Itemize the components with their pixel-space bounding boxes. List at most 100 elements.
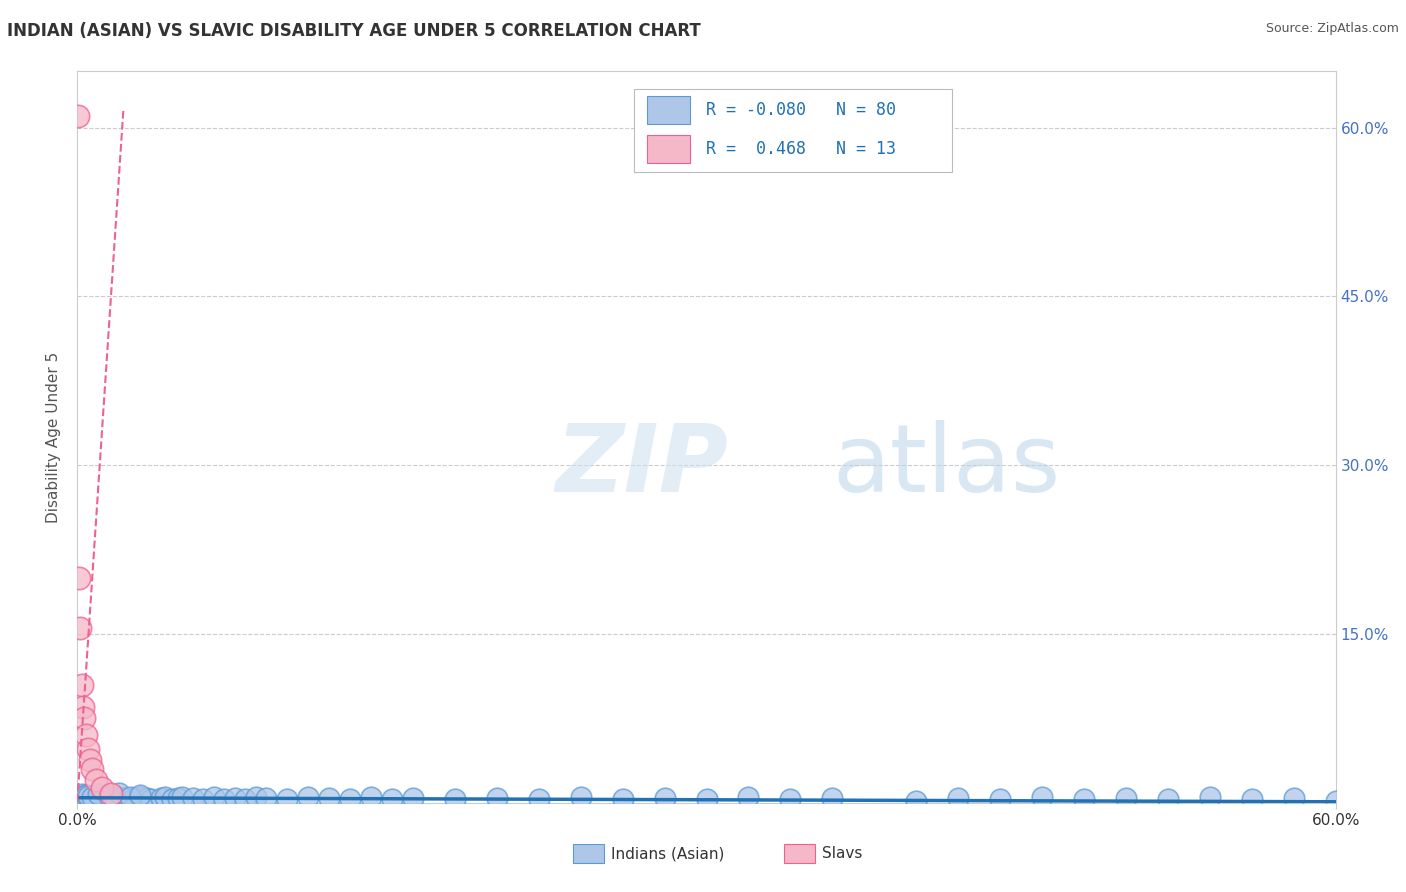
Point (79, 791, 101, 805)
Point (96, 791, 118, 805)
Text: R = -0.080   N = 80: R = -0.080 N = 80 (706, 101, 896, 119)
Point (100, 790, 122, 805)
Point (135, 791, 157, 805)
Point (696, 792, 718, 806)
Point (91, 781, 114, 796)
Text: ZIP: ZIP (555, 420, 728, 512)
Point (80, 790, 103, 805)
Point (1157, 792, 1180, 806)
Point (191, 792, 215, 806)
Point (297, 790, 319, 805)
Y-axis label: Disability Age Under 5: Disability Age Under 5 (46, 351, 62, 523)
Point (87, 790, 110, 805)
Point (76, 789, 98, 803)
Point (1240, 792, 1263, 806)
Point (112, 791, 135, 805)
Text: INDIAN (ASIAN) VS SLAVIC DISABILITY AGE UNDER 5 CORRELATION CHART: INDIAN (ASIAN) VS SLAVIC DISABILITY AGE … (7, 22, 700, 40)
Point (654, 791, 676, 805)
Point (91, 792, 114, 806)
Point (1199, 790, 1222, 805)
Text: Slavs: Slavs (821, 847, 862, 861)
Point (100, 787, 122, 801)
Point (233, 792, 256, 806)
Point (1031, 790, 1053, 805)
Point (129, 788, 152, 802)
Point (129, 790, 152, 805)
Point (108, 786, 131, 800)
Point (569, 790, 592, 805)
Point (737, 790, 759, 805)
Point (67, 571, 90, 585)
Point (67, 789, 90, 803)
Point (75, 788, 97, 802)
Text: R =  0.468   N = 13: R = 0.468 N = 13 (706, 140, 896, 158)
Point (212, 792, 235, 806)
Point (97, 792, 120, 806)
Point (72, 790, 94, 805)
Point (167, 791, 190, 805)
Point (1115, 791, 1137, 805)
Point (122, 791, 145, 805)
Point (89, 791, 111, 805)
Text: Indians (Asian): Indians (Asian) (612, 847, 724, 861)
Point (150, 791, 173, 805)
Point (254, 791, 277, 805)
Point (988, 792, 1011, 806)
Text: atlas: atlas (832, 420, 1060, 512)
Point (93, 790, 115, 805)
Point (160, 792, 183, 806)
Point (70, 787, 93, 801)
Point (84, 792, 107, 806)
Point (155, 790, 177, 805)
Point (83, 791, 105, 805)
Point (527, 792, 550, 806)
Point (139, 792, 162, 806)
Point (1282, 791, 1305, 805)
Point (80, 762, 103, 776)
Point (67, 109, 90, 123)
Point (948, 791, 970, 805)
Bar (647, 95, 690, 124)
Point (72, 700, 94, 714)
Point (79, 753, 101, 767)
Point (76, 792, 98, 806)
Point (76, 741, 98, 756)
Point (339, 792, 361, 806)
Point (70, 678, 93, 692)
Point (108, 790, 131, 805)
Point (84, 773, 107, 788)
Point (381, 792, 404, 806)
Point (485, 791, 508, 805)
Text: Source: ZipAtlas.com: Source: ZipAtlas.com (1265, 22, 1399, 36)
Point (181, 791, 204, 805)
Point (118, 792, 141, 806)
Point (87, 787, 110, 801)
Point (1324, 793, 1347, 807)
Point (72, 711, 94, 725)
Point (118, 790, 141, 805)
Point (75, 791, 97, 805)
Point (224, 791, 246, 805)
Point (276, 792, 298, 806)
Point (72, 788, 94, 802)
Point (444, 792, 467, 806)
Point (245, 790, 267, 805)
FancyBboxPatch shape (634, 88, 952, 172)
Point (202, 790, 225, 805)
Point (97, 789, 120, 803)
Point (1073, 792, 1095, 806)
Point (76, 790, 98, 805)
Point (75, 789, 97, 803)
Point (75, 728, 97, 742)
Point (70, 791, 93, 805)
Point (779, 792, 801, 806)
Point (79, 789, 101, 803)
Point (905, 793, 928, 807)
Point (72, 789, 94, 803)
Point (172, 790, 194, 805)
Point (360, 790, 382, 805)
Point (318, 791, 340, 805)
Point (80, 792, 103, 806)
Bar (647, 136, 690, 163)
Point (69, 621, 91, 635)
